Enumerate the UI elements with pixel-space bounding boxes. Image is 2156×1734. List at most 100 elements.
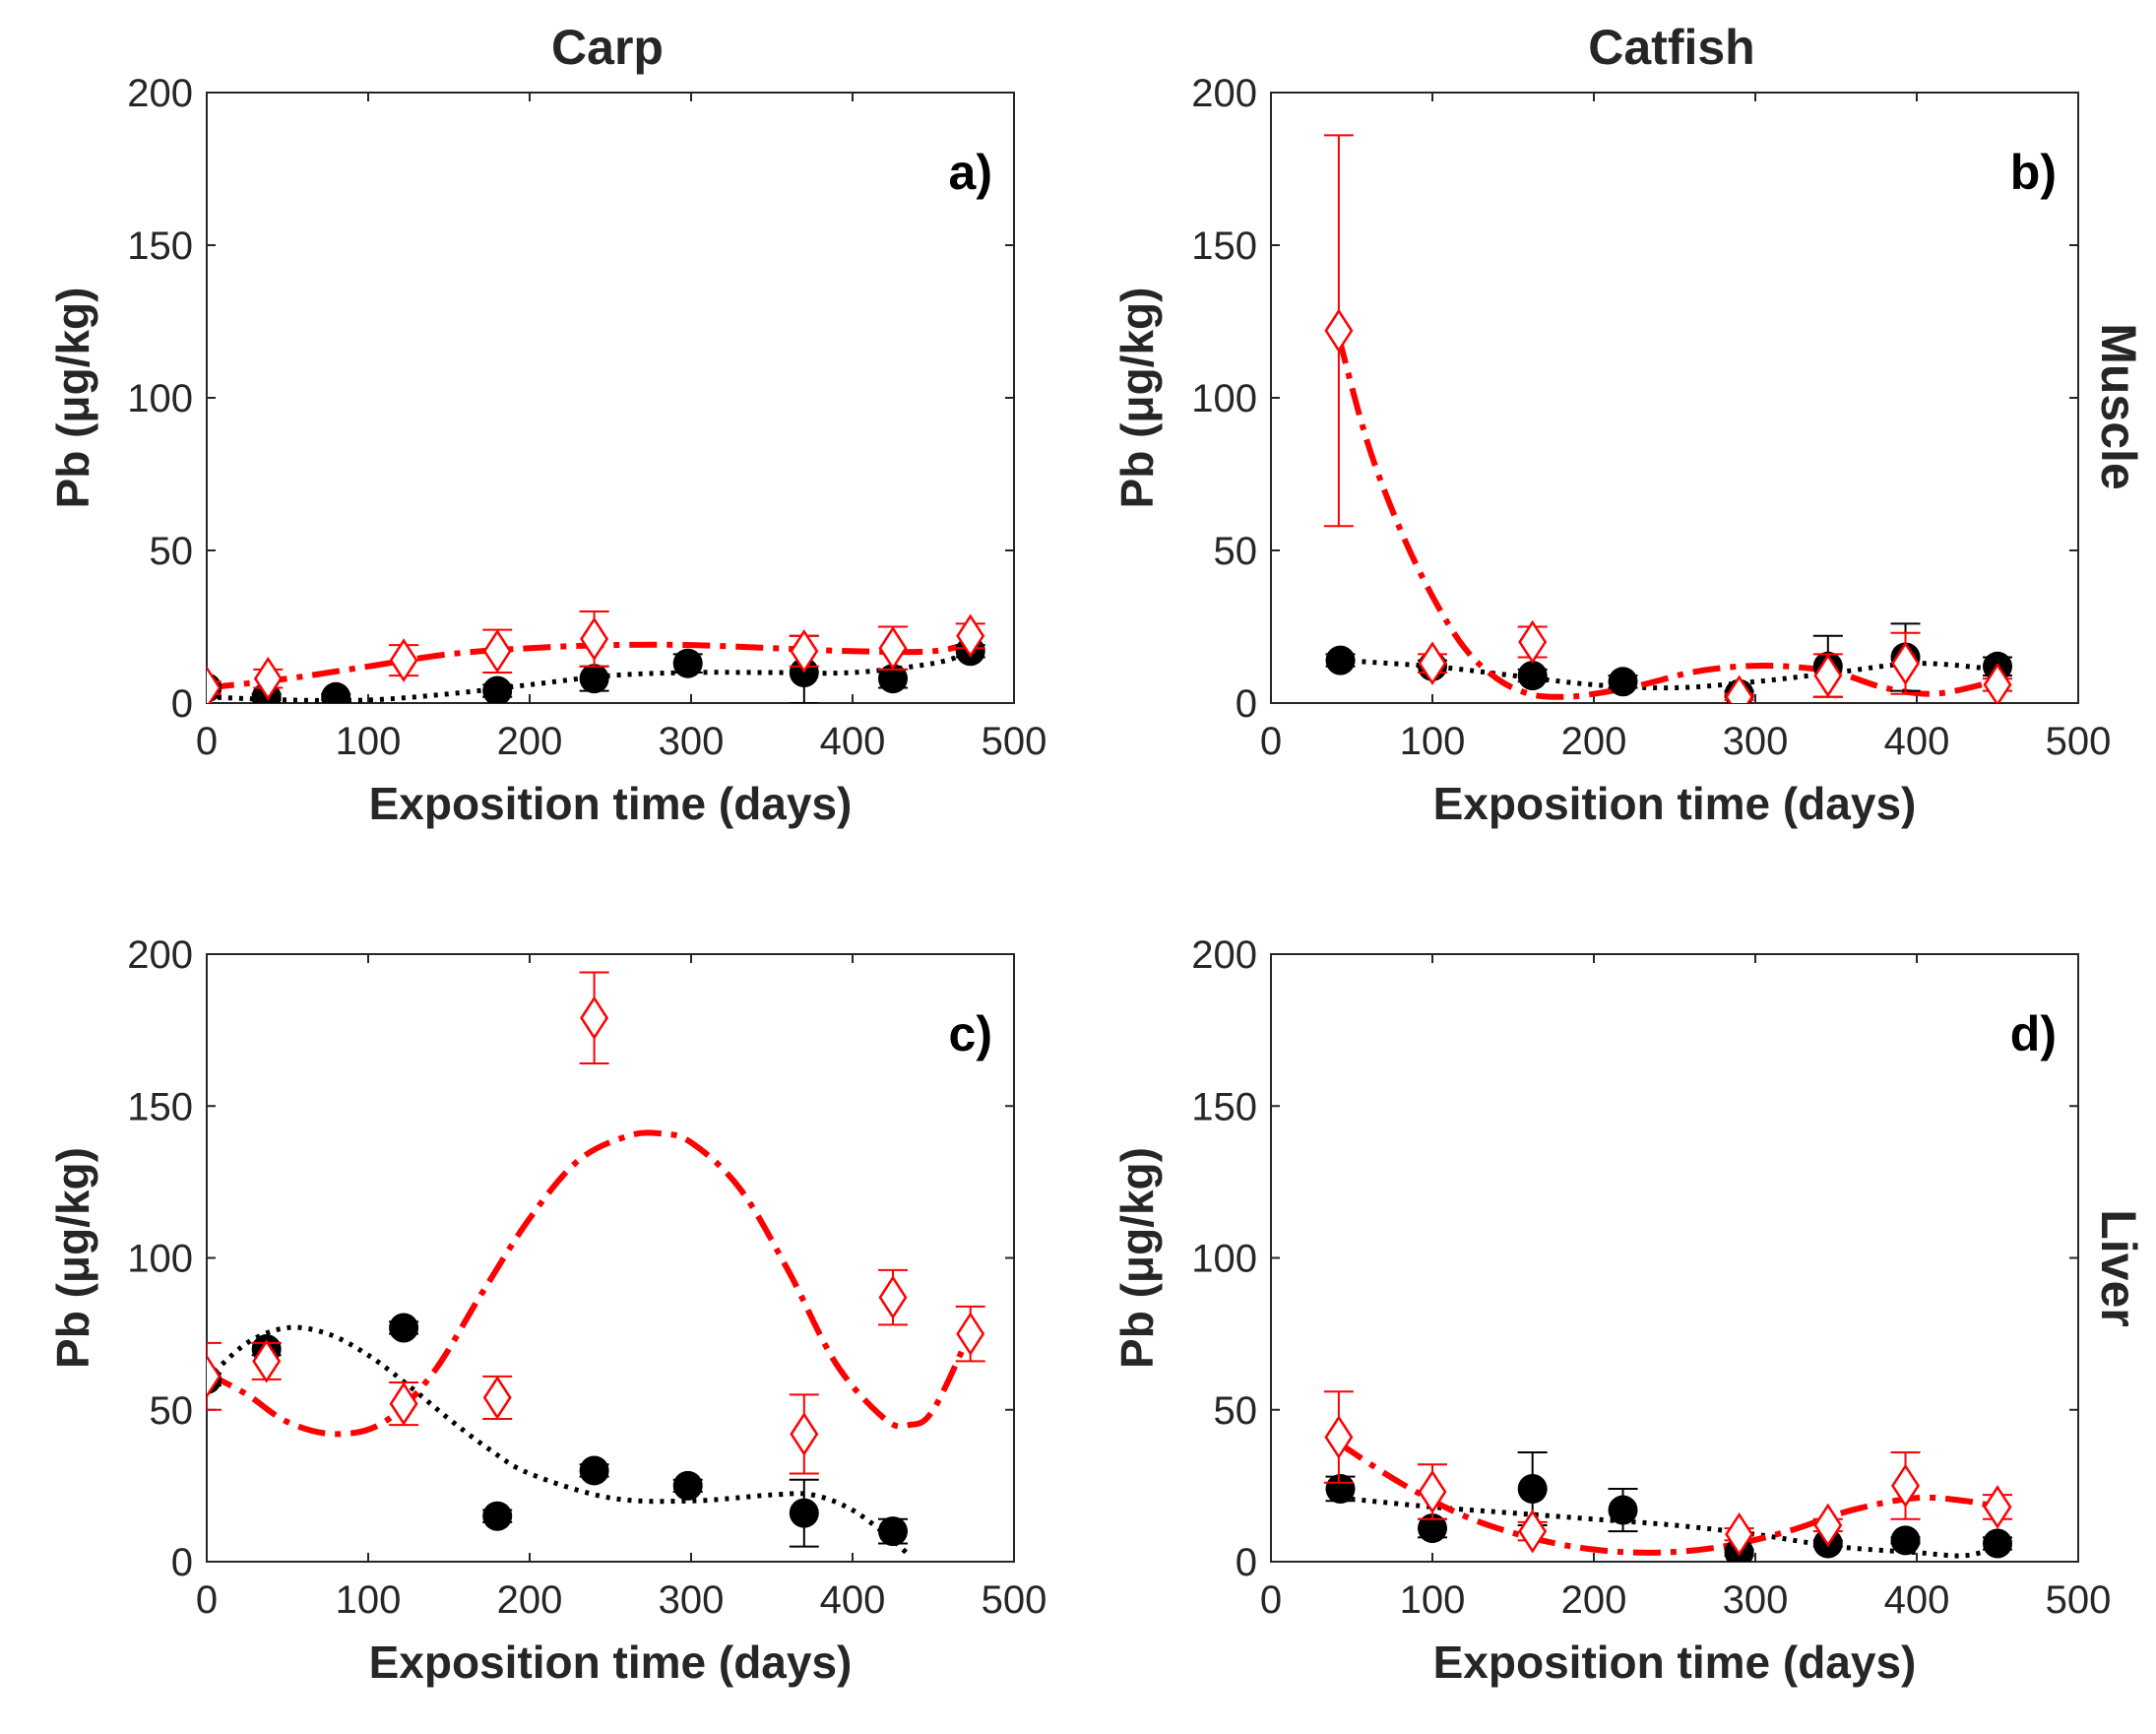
black-circle-point (482, 675, 513, 703)
plot-area (1323, 1390, 2012, 1562)
x-tick-label: 0 (196, 720, 218, 763)
y-tick-label: 200 (127, 72, 193, 115)
y-tick-label: 200 (1191, 933, 1257, 977)
y-tick-label: 150 (1191, 225, 1257, 268)
red-diamond-point (956, 1312, 985, 1356)
red-diamond-point (482, 629, 512, 674)
y-tick-label: 150 (127, 225, 193, 268)
y-axis-label: Pb (μg/kg) (1111, 1147, 1163, 1369)
x-tick-label: 100 (1400, 1578, 1466, 1622)
red-diamond-point (1983, 1485, 2012, 1529)
plot-area (207, 610, 985, 703)
red-diamond-point (1891, 1463, 1921, 1509)
x-axis-label: Exposition time (days) (369, 778, 853, 829)
black-circle-point (878, 1516, 908, 1547)
y-axis-label: Pb (μg/kg) (1111, 288, 1163, 509)
x-tick-label: 400 (820, 1578, 886, 1622)
red-diamond-point (389, 1381, 418, 1426)
black-circle-point (482, 1501, 513, 1531)
y-axis-label: Pb (μg/kg) (47, 1147, 98, 1369)
black-circle-point (1608, 1495, 1638, 1525)
x-tick-label: 300 (1723, 720, 1789, 763)
x-tick-label: 300 (1723, 1578, 1789, 1622)
black-circle-point (789, 1498, 819, 1528)
red-diamond-point (207, 1354, 222, 1399)
red-diamond-point (1324, 308, 1354, 353)
x-tick-label: 500 (2046, 1578, 2112, 1622)
red-diamond-point (253, 656, 283, 701)
red-diamond-point (1418, 641, 1447, 685)
red-diamond-point (1813, 653, 1843, 698)
red-diamond-point (1518, 1509, 1548, 1554)
red-diamond-point (207, 666, 222, 703)
x-tick-label: 400 (820, 720, 886, 763)
black-circle-point (1517, 661, 1548, 691)
black-circle-point (672, 648, 703, 678)
plot-frame (206, 953, 1015, 1563)
x-tick-label: 100 (336, 720, 402, 763)
red-diamond-point (878, 1275, 908, 1319)
plot-frame (206, 92, 1015, 704)
y-tick-label: 0 (171, 1541, 193, 1584)
panel-d-catfish-liver: 0 100 200 300 400 500 0 50 100 150 200 Exposition t… (1111, 933, 2111, 1688)
y-tick-label: 100 (1191, 1238, 1257, 1281)
plot-frame (1270, 953, 2079, 1563)
x-tick-label: 200 (497, 1578, 563, 1622)
x-tick-label: 0 (1260, 1578, 1282, 1622)
panel-b-catfish-muscle: 0 100 200 300 400 500 0 50 100 150 200 Exposition t… (1111, 72, 2111, 829)
x-tick-label: 100 (336, 1578, 402, 1622)
x-tick-label: 300 (659, 720, 725, 763)
y-tick-label: 200 (127, 933, 193, 977)
black-circle-point (321, 681, 351, 703)
black-circle-point (1418, 1513, 1447, 1544)
panel-label: d) (2010, 1006, 2057, 1061)
y-tick-label: 200 (1191, 72, 1257, 115)
panel-label: a) (949, 145, 992, 200)
y-tick-label: 100 (1191, 377, 1257, 420)
black-circle-point (878, 664, 908, 694)
y-tick-label: 150 (1191, 1085, 1257, 1128)
row-title-muscle: Muscle (2091, 323, 2146, 490)
red-diamond-point (1418, 1469, 1447, 1514)
y-tick-label: 50 (150, 1389, 194, 1433)
red-fit-curve (1337, 1441, 1998, 1556)
y-tick-label: 0 (1236, 682, 1257, 726)
x-axis-label: Exposition time (days) (1433, 1637, 1917, 1688)
black-circle-point (1517, 1473, 1548, 1504)
red-diamond-point (580, 995, 609, 1041)
red-diamond-point (1324, 1415, 1354, 1459)
black-circle-point (1325, 645, 1356, 675)
red-diamond-point (252, 1339, 282, 1383)
red-diamond-point (389, 638, 418, 682)
red-diamond-point (790, 1412, 819, 1456)
x-tick-label: 400 (1884, 1578, 1950, 1622)
x-tick-label: 200 (497, 720, 563, 763)
black-circle-point (672, 1470, 703, 1501)
red-fit-curve (207, 639, 975, 691)
x-axis-label: Exposition time (days) (369, 1637, 853, 1688)
y-tick-label: 50 (1214, 530, 1258, 573)
black-circle-point (1983, 1528, 2012, 1559)
plot-area (1323, 134, 2012, 703)
y-tick-label: 50 (1214, 1389, 1258, 1433)
x-tick-label: 200 (1561, 1578, 1627, 1622)
x-tick-label: 500 (982, 720, 1047, 763)
column-title-carp: Carp (551, 20, 664, 75)
red-diamond-point (580, 616, 609, 662)
red-diamond-point (1518, 619, 1548, 665)
x-tick-label: 0 (1260, 720, 1282, 763)
red-diamond-point (790, 629, 819, 674)
column-title-catfish: Catfish (1588, 20, 1754, 75)
red-fit-curve (1335, 336, 1999, 700)
red-diamond-point (1725, 674, 1754, 703)
red-diamond-point (1725, 1511, 1754, 1557)
x-tick-label: 100 (1400, 720, 1466, 763)
x-tick-label: 300 (659, 1578, 725, 1622)
x-tick-label: 500 (2046, 720, 2112, 763)
panel-label: c) (949, 1006, 992, 1061)
red-diamond-point (1813, 1503, 1843, 1548)
red-diamond-point (1891, 641, 1921, 685)
panel-a-carp-muscle: 0 100 200 300 400 500 0 50 100 150 200 Exposition t… (47, 72, 1046, 829)
black-fit-curve (1340, 1495, 1998, 1559)
